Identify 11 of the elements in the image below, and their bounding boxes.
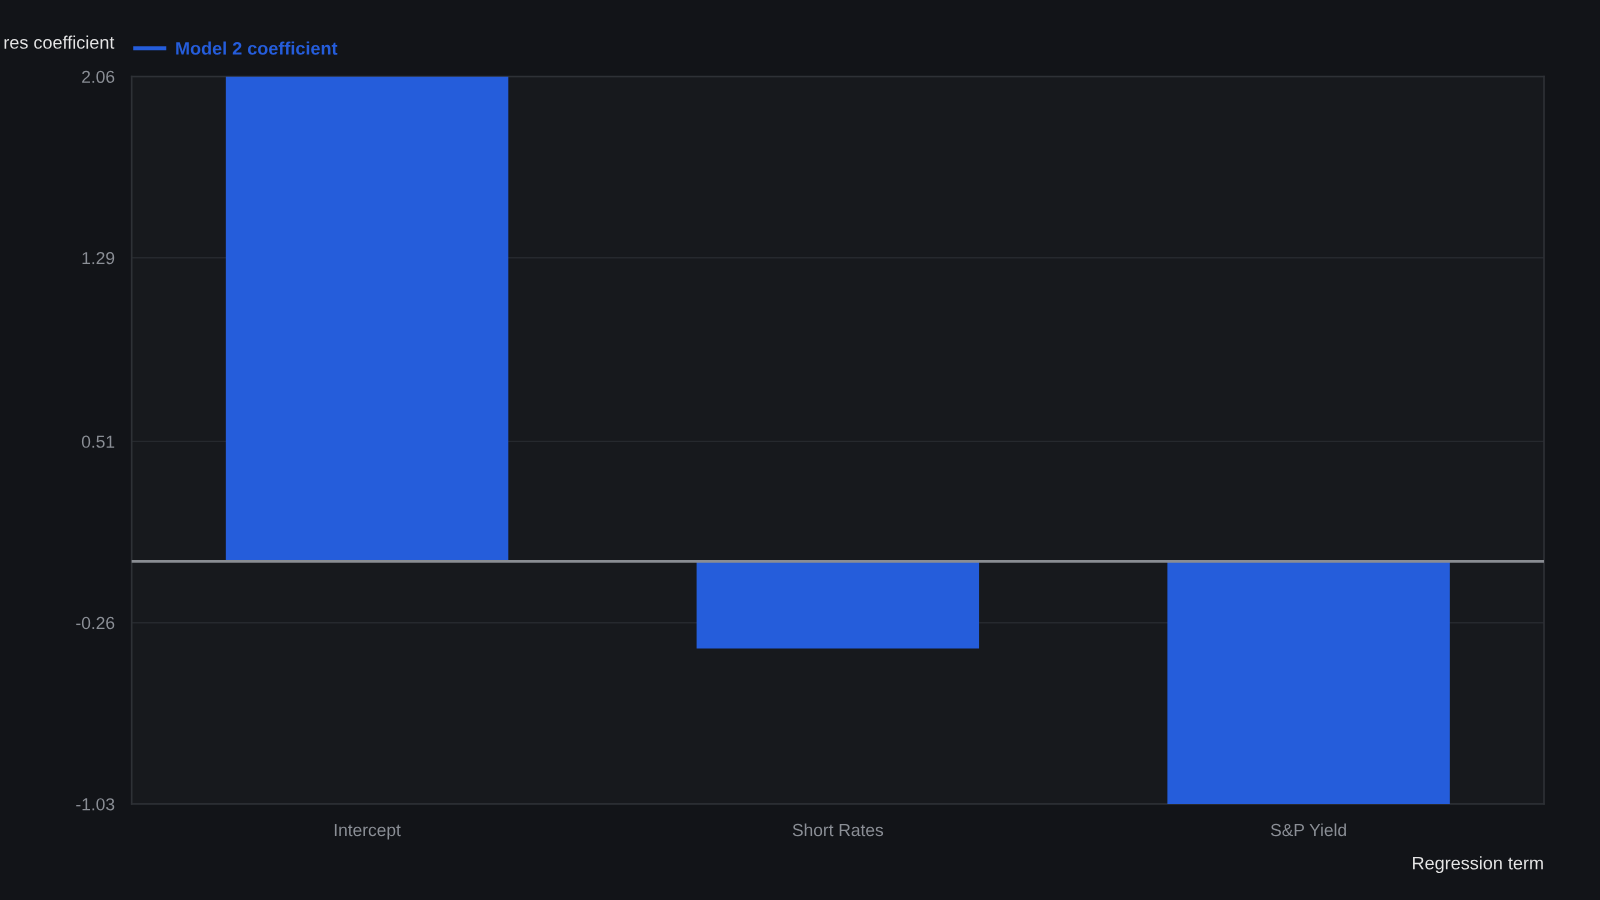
legend-label: Model 2 coefficient — [176, 41, 338, 55]
x-tick-label: Short Rates — [792, 823, 884, 837]
y-tick-label: 2.06 — [82, 70, 115, 83]
x-tick-label: S&P Yield — [1270, 823, 1346, 837]
x-axis-title: Regression term — [1413, 856, 1543, 874]
y-tick-label: 1.29 — [82, 251, 115, 265]
x-tick-label: Intercept — [334, 824, 401, 840]
y-axis-title: res coefficient — [4, 35, 115, 49]
y-tick-label: 0.51 — [81, 435, 115, 448]
y-tick-label: -0.26 — [76, 616, 115, 630]
y-tick-label: -1.03 — [76, 798, 115, 811]
